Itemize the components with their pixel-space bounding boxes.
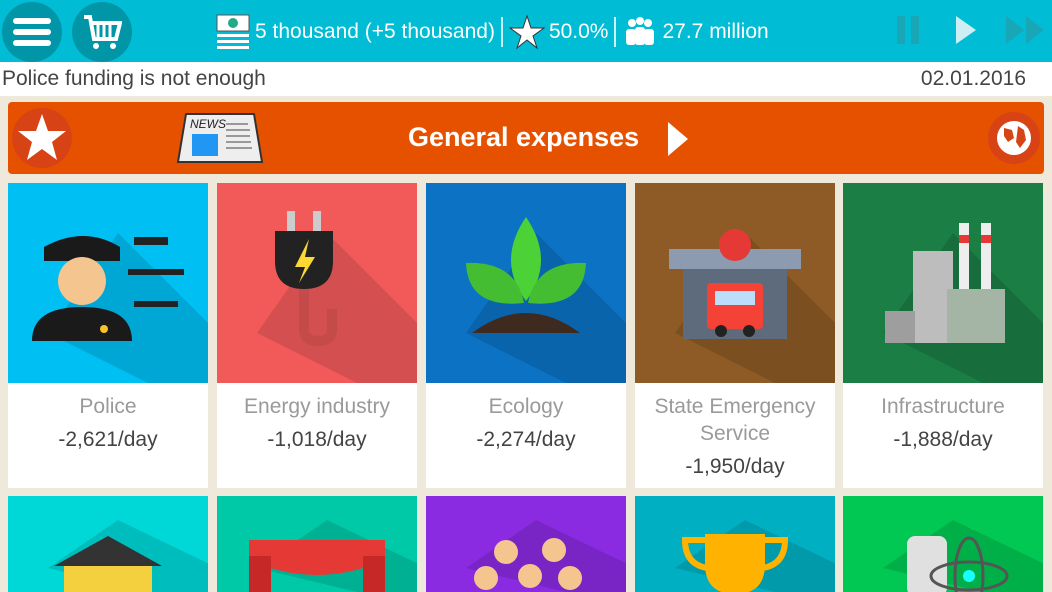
banner-title: General expenses: [408, 122, 640, 152]
play-icon[interactable]: [954, 14, 978, 46]
card-image: [843, 183, 1043, 383]
shop-button[interactable]: [72, 2, 132, 62]
card-name: State Emergency Service: [654, 395, 816, 445]
card-name: Infrastructure: [881, 395, 1005, 418]
card-image: [426, 183, 626, 383]
card-image: [8, 183, 208, 383]
category-card-state-emergency-service[interactable]: State Emergency Service -1,950/day: [635, 183, 835, 488]
people-icon: [626, 17, 655, 45]
card-cost: -1,888/day: [893, 428, 993, 451]
card-image: [426, 496, 626, 592]
card-cost: -1,950/day: [685, 455, 785, 478]
atom-icon: [907, 536, 1009, 592]
power-plug-icon: [275, 211, 337, 347]
card-image: [217, 496, 417, 592]
house-icon: [54, 536, 162, 592]
favorites-star-icon[interactable]: [12, 108, 72, 168]
rating-value: 50.0%: [548, 20, 609, 43]
card-image: [635, 496, 835, 592]
card-cost: -1,018/day: [267, 428, 367, 451]
game-date: 02.01.2016: [920, 67, 1026, 90]
card-image: [8, 496, 208, 592]
status-message: Police funding is not enough: [2, 67, 266, 90]
card-cost: -2,621/day: [58, 428, 158, 451]
pause-icon[interactable]: [896, 14, 922, 46]
card-image: [843, 496, 1043, 592]
next-category-arrow-icon[interactable]: [666, 120, 690, 158]
card-name: Police: [79, 395, 137, 418]
globe-icon[interactable]: [988, 112, 1040, 164]
population-value: 27.7 million: [662, 20, 769, 43]
star-icon: [508, 14, 545, 50]
category-card-science[interactable]: [843, 496, 1043, 592]
category-card-sport[interactable]: [635, 496, 835, 592]
people-group-icon: [474, 538, 582, 590]
top-bar: 5 thousand (+5 thousand) 50.0% 27.7 mill…: [0, 0, 1052, 62]
divider: [500, 17, 503, 47]
category-card-housing[interactable]: [8, 496, 208, 592]
money-icon: [216, 14, 250, 49]
category-banner: NEWS General expenses: [8, 102, 1044, 174]
trophy-icon: [681, 534, 789, 592]
card-cost: -2,274/day: [476, 428, 576, 451]
fast-forward-icon[interactable]: [1004, 14, 1048, 46]
category-card-culture[interactable]: [217, 496, 417, 592]
category-card-infrastructure[interactable]: Infrastructure -1,888/day: [843, 183, 1043, 488]
card-name: Ecology: [488, 395, 564, 418]
category-card-energy-industry[interactable]: Energy industry -1,018/day: [217, 183, 417, 488]
category-card-ecology[interactable]: Ecology -2,274/day: [426, 183, 626, 488]
factory-icon: [885, 223, 1005, 343]
divider: [614, 17, 617, 47]
police-officer-icon: [32, 236, 184, 341]
fire-station-icon: [669, 229, 801, 339]
menu-icon: [13, 18, 51, 46]
plant-icon: [466, 217, 586, 333]
svg-text:NEWS: NEWS: [190, 117, 226, 131]
card-image: [217, 183, 417, 383]
category-card-police[interactable]: Police -2,621/day: [8, 183, 208, 488]
news-icon[interactable]: NEWS: [176, 112, 264, 164]
card-name: Energy industry: [244, 395, 390, 418]
card-image: [635, 183, 835, 383]
category-card-society[interactable]: [426, 496, 626, 592]
menu-button[interactable]: [2, 2, 62, 62]
money-value: 5 thousand (+5 thousand): [255, 20, 495, 43]
theater-stage-icon: [249, 540, 385, 592]
status-bar: Police funding is not enough 02.01.2016: [0, 62, 1052, 96]
cart-icon: [84, 15, 122, 49]
